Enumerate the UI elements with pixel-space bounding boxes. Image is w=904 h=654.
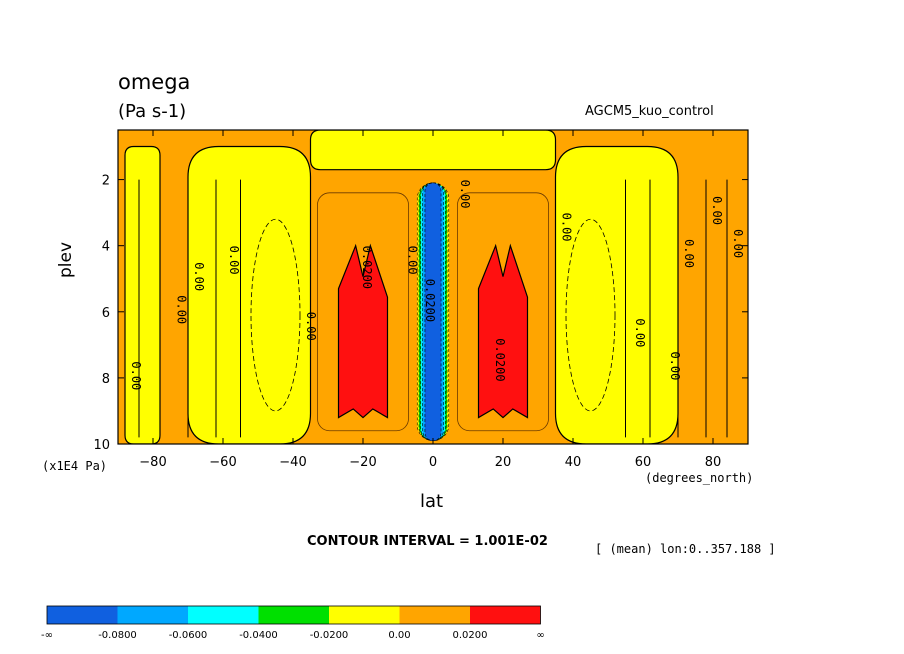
chart-units: (Pa s-1) <box>118 101 187 122</box>
x-axis-label: lat <box>420 491 444 512</box>
contour-value-label: 0.00 <box>129 361 143 390</box>
chart-title: omega <box>118 70 191 94</box>
contour-value-label: 0.00 <box>682 239 696 268</box>
contour-value-label: 0.00 <box>560 213 574 242</box>
colorbar-frame <box>46 605 541 625</box>
y-tick-label: 4 <box>102 240 110 255</box>
x-tick-label: 60 <box>635 455 652 470</box>
x-tick-label: −40 <box>279 455 306 470</box>
contour-interval: CONTOUR INTERVAL = 1.001E-02 <box>307 534 548 549</box>
dashed-contour-1 <box>250 218 301 412</box>
contour-value-label: 0.00 <box>192 262 206 291</box>
dashed-contour-2 <box>565 218 616 412</box>
colorbar-label: -0.0800 <box>98 630 137 641</box>
region-1 <box>337 243 389 419</box>
contour-value-label: 0.0200 <box>423 279 437 322</box>
contour-box-2 <box>457 192 549 432</box>
x-tick-label: 40 <box>565 455 582 470</box>
y-tick-label: 10 <box>93 438 110 453</box>
contour-value-label: 0.00 <box>633 318 647 347</box>
region-6 <box>309 130 557 171</box>
region-4 <box>187 145 312 444</box>
contour-value-label: 0.00 <box>668 351 682 380</box>
colorbar-label: -0.0600 <box>168 630 208 641</box>
x-tick-label: 80 <box>705 455 722 470</box>
colorbar-swatch <box>329 606 400 624</box>
contour-value-label: 0.00 <box>710 196 724 225</box>
x-tick-label: 0 <box>429 455 437 470</box>
colorbar-swatch <box>188 606 259 624</box>
x-tick-label: −80 <box>139 455 166 470</box>
contour-value-label: 0.00 <box>731 229 745 258</box>
contour-value-label: 0.0200 <box>493 338 507 381</box>
model-name: AGCM5_kuo_control <box>585 104 714 119</box>
contour-value-label: 0.0200 <box>360 246 374 289</box>
contour-value-label: 0.00 <box>227 246 241 275</box>
x-tick-label: 20 <box>495 455 512 470</box>
x-tick-label: −20 <box>349 455 376 470</box>
mean-note: [ (mean) lon:0..357.188 ] <box>595 542 776 556</box>
colorbar-swatch <box>258 606 329 624</box>
contour-value-label: 0.00 <box>458 180 472 209</box>
colorbar-label: -0.0200 <box>309 630 349 641</box>
colorbar-swatch <box>399 606 470 624</box>
x-tick-label: −60 <box>209 455 236 470</box>
colorbar-swatch <box>47 606 118 624</box>
colorbar-label: 0.00 <box>388 630 411 641</box>
region-3 <box>124 145 161 444</box>
y-tick-label: 8 <box>102 372 110 387</box>
region-5 <box>554 145 679 444</box>
colorbar-label: -0.0400 <box>239 630 278 641</box>
y-axis-label: plev <box>56 241 76 278</box>
colorbar-label: ∞ <box>536 630 545 641</box>
region-2 <box>477 243 529 419</box>
y-tick-label: 2 <box>102 174 110 189</box>
colorbar-swatch <box>470 606 541 624</box>
contour-box-1 <box>317 192 409 432</box>
colorbar-label: 0.0200 <box>452 630 488 641</box>
x-axis-units: (degrees_north) <box>645 471 754 485</box>
colorbar-swatch <box>117 606 188 624</box>
colorbar-label: -∞ <box>41 630 53 641</box>
contour-value-label: 0.00 <box>175 295 189 324</box>
y-axis-units: (x1E4 Pa) <box>42 459 108 473</box>
y-tick-label: 6 <box>102 306 110 321</box>
contour-value-label: 0.00 <box>304 312 318 341</box>
contour-value-label: 0.00 <box>406 246 420 275</box>
